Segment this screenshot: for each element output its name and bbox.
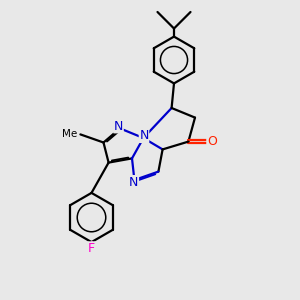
Text: N: N: [139, 129, 149, 142]
Text: N: N: [114, 120, 123, 133]
Text: Me: Me: [62, 129, 77, 139]
Text: F: F: [88, 242, 95, 255]
Text: O: O: [207, 135, 217, 148]
Text: N: N: [129, 176, 139, 189]
